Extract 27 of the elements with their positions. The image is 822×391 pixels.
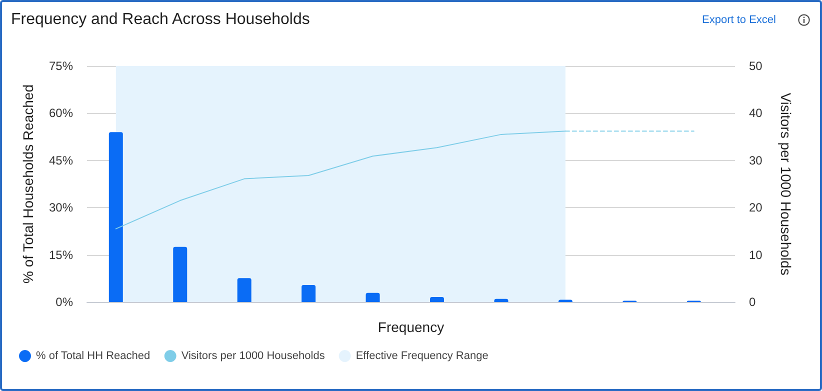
bar — [237, 278, 252, 302]
y2-tick-label: 0 — [749, 295, 756, 309]
bar — [494, 298, 508, 302]
y2-tick-label: 40 — [749, 106, 763, 120]
y-tick-label: 15% — [48, 248, 74, 262]
y-tick-label: 45% — [48, 153, 74, 168]
y-axis-title: % of Total Households Reached — [20, 84, 36, 284]
y-tick-label: 75% — [48, 59, 74, 73]
legend-label: % of Total HH Reached — [36, 350, 150, 362]
x-axis-title: Frequency — [378, 319, 444, 335]
bar — [430, 296, 444, 302]
legend-label: Effective Frequency Range — [356, 350, 488, 362]
chart-title: Frequency and Reach Across Households — [11, 11, 310, 29]
y2-tick-label: 10 — [749, 248, 763, 262]
bar — [366, 292, 380, 302]
bar — [108, 132, 123, 302]
y-tick-label: 0% — [56, 295, 74, 309]
legend-label: Visitors per 1000 Households — [181, 350, 326, 362]
y2-tick-label: 50 — [749, 59, 763, 73]
text: Export to Excel — [702, 14, 776, 26]
bar — [173, 246, 188, 302]
y-tick-label: 30% — [48, 200, 74, 215]
bar — [302, 285, 316, 302]
y-tick-label: 60% — [48, 106, 74, 120]
y2-tick-label: 20 — [749, 200, 763, 215]
y2-axis-title: Visitors per 1000 Households — [778, 92, 794, 276]
y2-tick-label: 30 — [749, 153, 763, 168]
